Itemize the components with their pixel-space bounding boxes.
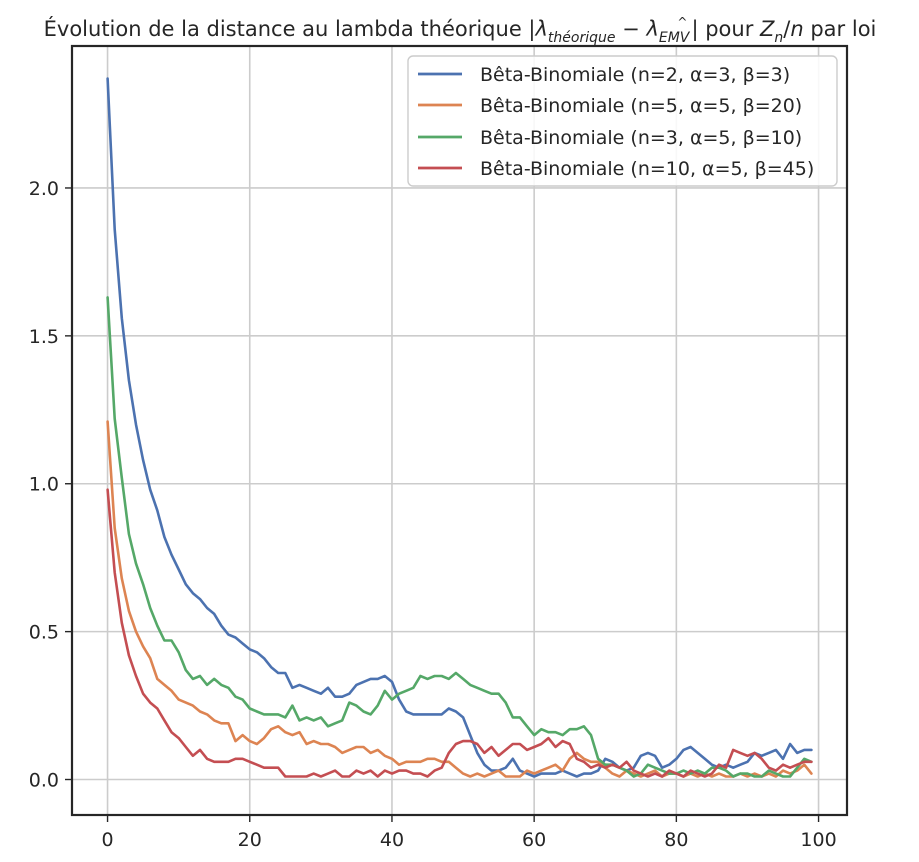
series-line-1 (106, 77, 813, 778)
x-tick-label: 60 (522, 829, 546, 851)
chart-title: Évolution de la distance au lambda théor… (44, 15, 877, 46)
x-tick-label: 40 (380, 829, 404, 851)
axes-frame (70, 44, 849, 817)
x-tick-label: 0 (102, 829, 114, 851)
x-tick-label: 100 (800, 829, 836, 851)
legend-label-series-2: Bêta-Binomiale (n=5, α=5, β=20) (480, 95, 802, 117)
series-layer (106, 77, 813, 778)
legend-box (407, 55, 838, 187)
legend: Bêta-Binomiale (n=2, α=3, β=3) Bêta-Bino… (407, 55, 838, 187)
legend-label-series-1: Bêta-Binomiale (n=2, α=3, β=3) (480, 64, 790, 86)
y-tick-label: 1.5 (29, 326, 59, 348)
y-tick-label: 0.0 (29, 770, 59, 792)
x-tick-label: 20 (238, 829, 262, 851)
y-tick-label: 1.0 (29, 474, 59, 496)
legend-label-series-4: Bêta-Binomiale (n=10, α=5, β=45) (480, 158, 814, 180)
series-line-2 (106, 420, 813, 778)
ticks: 0 20 40 60 80 100 0.0 0.5 1.0 1.5 2.0 (29, 178, 837, 851)
x-tick-label: 80 (664, 829, 688, 851)
y-tick-label: 0.5 (29, 622, 59, 644)
series-line-4 (106, 488, 813, 778)
legend-label-series-3: Bêta-Binomiale (n=3, α=5, β=10) (480, 127, 802, 149)
y-tick-label: 2.0 (29, 178, 59, 200)
